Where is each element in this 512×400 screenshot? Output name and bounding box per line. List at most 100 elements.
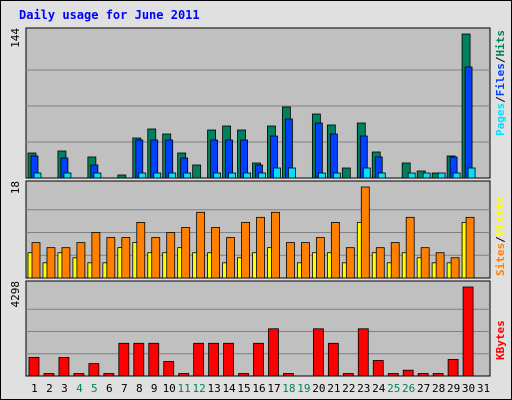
x-tick-label: 1 [31,382,38,395]
visits_sites-panel: 18 Sites/Visits [9,180,507,279]
x-tick-label: 13 [207,382,220,395]
kbytes-bar-day-16 [253,342,264,377]
x-tick-label: 12 [193,382,206,395]
x-axis-labels: 1 2 3 4 5 6 7 8 9 10 11 12 13 14 15 16 17 18 19 20 21 22 23 24 2… [31,382,490,395]
x-tick-label: 28 [432,382,445,395]
sites-bar-day-22 [345,247,355,279]
x-tick-label: 22 [342,382,355,395]
files-bar-day-20 [314,122,323,179]
kbytes-bar-day-27 [417,373,429,377]
x-tick-label: 14 [222,382,236,395]
kbytes-bar-day-30 [462,286,474,377]
kbytes-bar-day-6 [103,373,115,377]
pages-bar-day-27 [422,172,431,179]
sites-bar-day-14 [226,237,235,279]
kbytes-legend: KBytes [494,320,507,360]
pages-bar-day-21 [332,172,341,179]
pages-bar-day-23 [362,167,371,179]
hits-bar-day-22 [341,167,351,179]
sites-bar-day-9 [151,237,161,279]
kbytes-bar-day-22 [342,373,354,377]
pages-bar-day-3 [63,172,72,179]
hits-bar-day-12 [192,164,202,179]
x-tick-label: 30 [462,382,475,395]
sites-bar-day-6 [106,237,116,279]
pages-bar-day-13 [213,172,222,179]
legend-visits: Visits [494,197,507,237]
hits_files_pages-plot-area [25,27,491,179]
sites-bar-day-4 [76,242,86,279]
x-tick-label: 7 [121,382,128,395]
kbytes-bar-day-21 [327,342,339,377]
pages-bar-day-20 [317,172,326,179]
legend-separator: / [494,96,507,103]
sites-bar-day-24 [375,247,385,279]
x-tick-label: 29 [447,382,460,395]
kbytes-bar-day-2 [43,373,55,377]
kbytes-bar-day-17 [268,328,279,377]
sites-bar-day-20 [315,237,325,279]
x-tick-label: 25 [387,382,400,395]
pages-bar-day-10 [168,172,177,179]
x-tick-label: 4 [76,382,83,395]
kbytes-bar-day-1 [28,356,40,377]
x-tick-label: 5 [91,382,98,395]
x-tick-label: 8 [136,382,143,395]
sites-bar-day-17 [271,211,280,279]
x-tick-label: 31 [477,382,490,395]
kbytes-bar-day-7 [118,342,130,377]
sites-bar-day-15 [241,221,250,279]
pages-bar-day-17 [273,167,281,179]
files-bar-day-10 [165,139,174,179]
sites-bar-day-23 [360,186,370,279]
sites-bar-day-5 [91,232,101,279]
kbytes-bar-day-4 [73,373,85,377]
x-tick-label: 18 [282,382,295,395]
pages-bar-day-9 [153,172,162,179]
sites-bar-day-29 [450,257,460,279]
x-tick-label: 23 [357,382,370,395]
sites-bar-day-26 [405,216,415,279]
sites-bar-day-1 [31,242,41,279]
sites-bar-day-25 [390,242,400,279]
pages-bar-day-5 [93,172,102,179]
x-tick-label: 17 [267,382,280,395]
pages-bar-day-8 [138,172,147,179]
files-bar-day-9 [150,139,159,179]
kbytes-bar-day-13 [208,342,220,377]
pages-bar-day-1 [33,172,42,179]
files-bar-day-21 [329,133,338,179]
x-tick-label: 24 [372,382,386,395]
kbytes-bar-day-8 [133,342,145,377]
pages-bar-day-11 [183,172,192,179]
legend-sites: Sites [494,243,507,276]
sites-bar-day-18 [286,242,295,279]
sites-bar-day-7 [121,237,131,279]
kbytes-bar-day-25 [387,373,399,377]
x-tick-label: 21 [327,382,340,395]
sites-bar-day-10 [166,232,176,279]
pages-bar-day-14 [228,172,236,179]
x-tick-label: 11 [178,382,191,395]
sites-bar-day-21 [330,221,340,279]
kbytes-panel: 4298 KBytes [9,280,507,377]
x-tick-label: 20 [312,382,325,395]
kbytes-bar-day-3 [58,356,70,377]
x-tick-label: 6 [106,382,113,395]
x-tick-label: 26 [402,382,415,395]
pages-bar-day-24 [377,172,386,179]
sites-bar-day-28 [435,252,445,279]
x-tick-label: 27 [417,382,430,395]
pages-bar-day-15 [243,172,251,179]
sites-bar-day-2 [46,247,56,279]
visits_sites-max-label: 18 [9,181,22,194]
chart-panels: 144Pages/Files/Hits18Sites/Visits4298KBy… [9,27,507,377]
x-tick-label: 2 [46,382,53,395]
kbytes-bar-day-18 [283,373,294,377]
hits_files_pages-legend: Pages/Files/Hits [494,30,507,136]
sites-bar-day-27 [420,247,430,279]
sites-bar-day-16 [256,216,265,279]
legend-hits: Hits [494,30,507,57]
kbytes-bar-day-15 [238,373,249,377]
